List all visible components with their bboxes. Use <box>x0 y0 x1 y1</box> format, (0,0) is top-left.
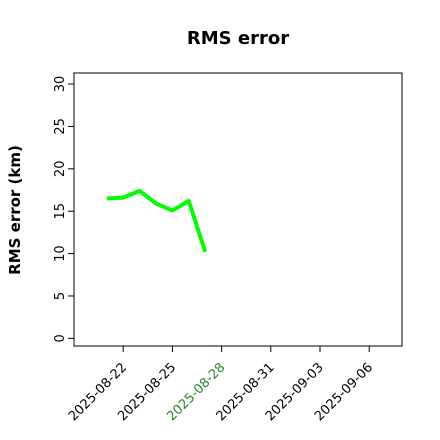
y-tick-label: 25 <box>53 118 68 135</box>
data-line <box>106 188 208 253</box>
plot-frame <box>73 72 403 347</box>
y-tick-label: 5 <box>53 292 68 300</box>
y-tick-label: 30 <box>53 76 68 93</box>
y-axis-label: RMS error (km) <box>6 145 24 275</box>
chart-title: RMS error <box>187 28 289 49</box>
y-tick-label: 20 <box>53 161 68 178</box>
y-tick-label: 10 <box>53 245 68 262</box>
y-tick-label: 15 <box>53 203 68 220</box>
y-tick-label: 0 <box>53 334 68 342</box>
